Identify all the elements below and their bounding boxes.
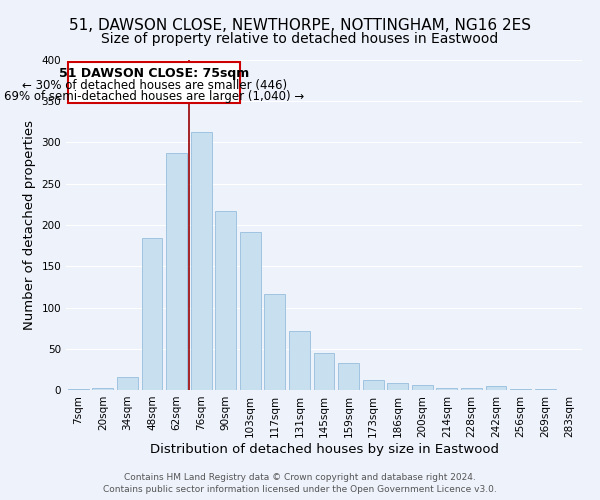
Bar — [117, 377, 138, 390]
Bar — [166, 153, 187, 390]
Bar — [289, 330, 310, 390]
Text: 51, DAWSON CLOSE, NEWTHORPE, NOTTINGHAM, NG16 2ES: 51, DAWSON CLOSE, NEWTHORPE, NOTTINGHAM,… — [69, 18, 531, 32]
Bar — [92, 388, 113, 390]
Bar — [142, 238, 163, 390]
X-axis label: Distribution of detached houses by size in Eastwood: Distribution of detached houses by size … — [149, 442, 499, 456]
Bar — [510, 389, 531, 390]
Bar — [338, 363, 359, 390]
Text: 51 DAWSON CLOSE: 75sqm: 51 DAWSON CLOSE: 75sqm — [59, 68, 250, 80]
Text: 69% of semi-detached houses are larger (1,040) →: 69% of semi-detached houses are larger (… — [4, 90, 305, 102]
Bar — [535, 389, 556, 390]
Bar — [240, 232, 261, 390]
Bar — [68, 389, 89, 390]
Bar — [387, 384, 408, 390]
Bar — [215, 211, 236, 390]
Text: ← 30% of detached houses are smaller (446): ← 30% of detached houses are smaller (44… — [22, 79, 287, 92]
Bar — [436, 388, 457, 390]
Bar — [362, 380, 383, 390]
Bar — [314, 353, 334, 390]
Bar — [191, 132, 212, 390]
FancyBboxPatch shape — [68, 62, 241, 103]
Bar — [412, 385, 433, 390]
Text: Size of property relative to detached houses in Eastwood: Size of property relative to detached ho… — [101, 32, 499, 46]
Bar — [485, 386, 506, 390]
Text: Contains HM Land Registry data © Crown copyright and database right 2024.
Contai: Contains HM Land Registry data © Crown c… — [103, 472, 497, 494]
Y-axis label: Number of detached properties: Number of detached properties — [23, 120, 36, 330]
Bar — [461, 388, 482, 390]
Bar — [265, 294, 286, 390]
